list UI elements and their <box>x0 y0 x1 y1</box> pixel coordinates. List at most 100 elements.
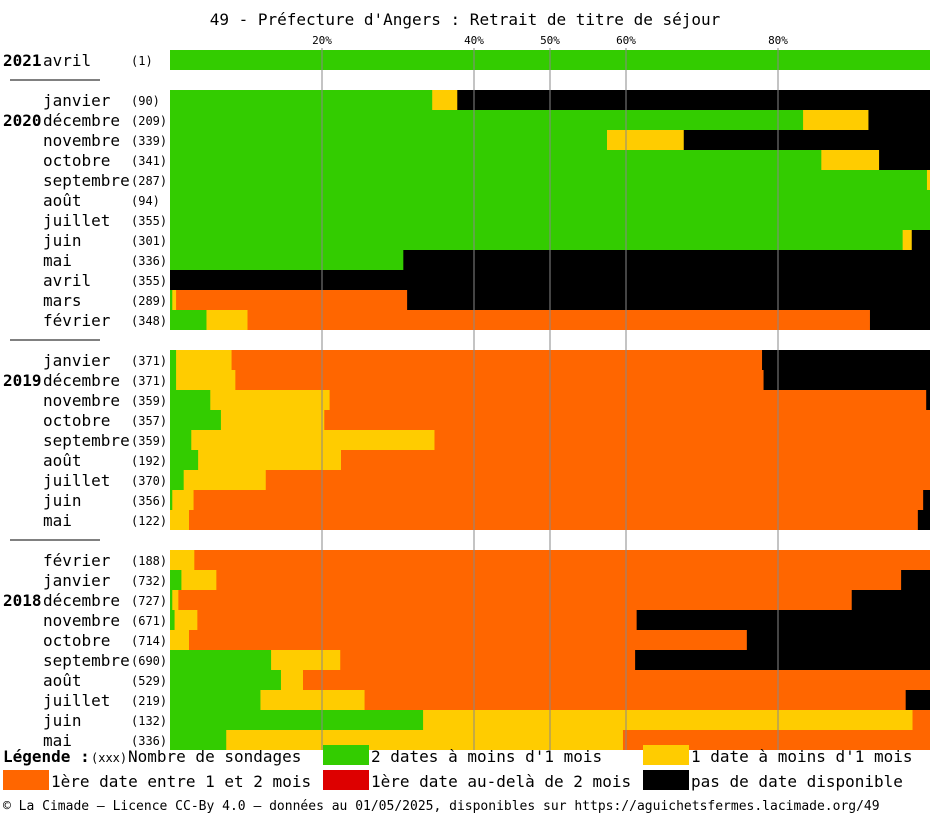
bar-segment-orange <box>912 710 930 730</box>
bar-segment-black <box>763 370 930 390</box>
bar-segment-yellow <box>926 170 930 190</box>
count-label: (529) <box>131 674 167 688</box>
count-label: (370) <box>131 474 167 488</box>
month-label: août <box>43 451 82 470</box>
legend-count-key: (xxx) <box>91 751 127 765</box>
month-label: octobre <box>43 411 110 430</box>
chart-title: 49 - Préfecture d'Angers : Retrait de ti… <box>210 10 721 29</box>
bar-segment-orange <box>324 410 930 430</box>
bar-segment-black <box>407 290 930 310</box>
bar-segment-orange <box>193 490 924 510</box>
bars <box>170 50 930 750</box>
bar-segment-yellow <box>198 450 342 470</box>
count-label: (356) <box>131 494 167 508</box>
bar-segment-black <box>762 350 930 370</box>
bar-segment-green <box>170 390 211 410</box>
month-label: septembre <box>43 431 130 450</box>
count-label: (219) <box>131 694 167 708</box>
legend-count-label: Nombre de sondages <box>128 747 301 766</box>
bar-segment-yellow <box>170 550 195 570</box>
bar-segment-green <box>170 590 173 610</box>
bar-segment-green <box>170 430 192 450</box>
count-label: (289) <box>131 294 167 308</box>
bar-segment-black <box>869 310 930 330</box>
legend-label: 1ère date au-delà de 2 mois <box>371 772 631 791</box>
bar-segment-orange <box>434 430 930 450</box>
month-label: janvier <box>43 351 111 370</box>
bar-segment-black <box>901 570 930 590</box>
count-label: (341) <box>131 154 167 168</box>
bar-segment-orange <box>189 510 919 530</box>
month-label: décembre <box>43 111 120 130</box>
bar-segment-green <box>170 310 207 330</box>
bar-segment-yellow <box>176 370 236 390</box>
bar-segment-black <box>879 150 930 170</box>
legend-label: 2 dates à moins d'1 mois <box>371 747 602 766</box>
month-label: septembre <box>43 171 130 190</box>
month-label: juillet <box>43 211 110 230</box>
bar-segment-yellow <box>206 310 249 330</box>
month-label: décembre <box>43 591 120 610</box>
month-label: novembre <box>43 131 120 150</box>
month-label: novembre <box>43 611 120 630</box>
bar-segment-yellow <box>181 570 217 590</box>
bar-segment-yellow <box>902 230 913 250</box>
count-label: (336) <box>131 254 167 268</box>
count-label: (671) <box>131 614 167 628</box>
month-label: octobre <box>43 631 110 650</box>
month-label: août <box>43 191 82 210</box>
bar-segment-orange <box>341 450 930 470</box>
bar-segment-green <box>170 250 404 270</box>
count-label: (122) <box>131 514 167 528</box>
month-label: octobre <box>43 151 110 170</box>
bar-segment-orange <box>178 590 853 610</box>
count-label: (732) <box>131 574 167 588</box>
bar-segment-green <box>170 650 272 670</box>
bar-segment-green <box>170 490 173 510</box>
bar-segment-orange <box>329 390 927 410</box>
footer-credits: © La Cimade — Licence CC-By 4.0 — donnée… <box>3 799 880 814</box>
legend: Légende : (xxx) Nombre de sondages 2 dat… <box>3 745 913 791</box>
count-label: (209) <box>131 114 167 128</box>
bar-segment-orange <box>235 370 765 390</box>
month-label: février <box>43 551 111 570</box>
count-label: (192) <box>131 454 167 468</box>
bar-segment-green <box>170 730 227 750</box>
bar-segment-green <box>170 610 176 630</box>
bar-segment-black <box>926 390 930 410</box>
group-separators <box>10 79 100 541</box>
bar-segment-yellow <box>172 490 195 510</box>
bar-segment-orange <box>216 570 902 590</box>
month-label: janvier <box>43 571 111 590</box>
bar-segment-black <box>635 650 930 670</box>
month-label: juin <box>43 711 82 730</box>
legend-swatch-yellow <box>643 745 689 765</box>
count-label: (339) <box>131 134 167 148</box>
legend-label: pas de date disponible <box>691 772 903 791</box>
bar-segment-green <box>170 410 222 430</box>
bar-segment-green <box>170 110 804 130</box>
count-label: (690) <box>131 654 167 668</box>
bar-segment-yellow <box>260 690 366 710</box>
bar-segment-black <box>923 490 930 510</box>
bar-segment-green <box>170 150 822 170</box>
bar-segment-black <box>746 630 930 650</box>
x-tick-label: 20% <box>312 34 332 47</box>
month-label: mai <box>43 251 72 270</box>
bar-segment-yellow <box>607 130 685 150</box>
bar-segment-yellow <box>183 470 267 490</box>
bar-segment-yellow <box>176 350 233 370</box>
legend-swatch-orange <box>3 770 49 790</box>
month-label: mars <box>43 291 82 310</box>
month-label: mai <box>43 731 72 750</box>
month-label: avril <box>43 51 91 70</box>
year-label: 2019 <box>3 371 42 390</box>
bar-segment-black <box>911 230 930 250</box>
bar-segment-green <box>170 450 199 470</box>
bar-segment-yellow <box>423 710 914 730</box>
count-label: (714) <box>131 634 167 648</box>
bar-segment-black <box>868 110 930 130</box>
bar-segment-yellow <box>170 510 190 530</box>
bar-segment-black <box>403 250 930 270</box>
